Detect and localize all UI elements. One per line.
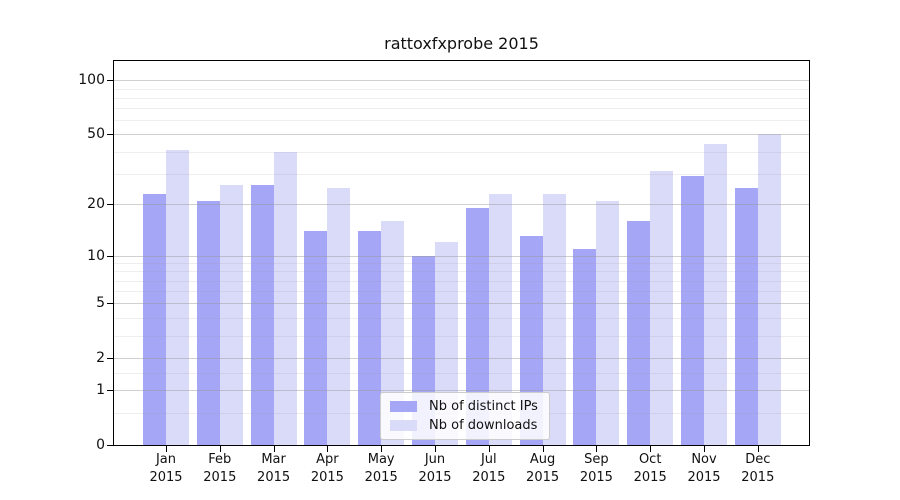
bar-oct-downloads [650,171,674,445]
bar-jul-ips [465,208,489,445]
gridline-minor [114,151,809,153]
x-tick-label-apr: Apr 2015 [310,452,344,485]
bar-mar-ips [250,184,274,445]
gridline-minor [114,120,809,122]
x-tick-label-feb: Feb 2015 [203,452,237,485]
gridline-major [114,134,809,136]
x-tick-mark [381,446,383,452]
x-tick-mark [704,446,705,452]
bar-mar-downloads [273,151,297,445]
gridline-major [114,204,809,206]
bar-jan-downloads [166,149,189,445]
y-tick-mark [107,134,113,136]
bar-feb-downloads [219,184,243,445]
gridline-minor [114,173,809,175]
x-tick-label-jan: Jan 2015 [149,452,183,485]
x-tick-label-dec: Dec 2015 [741,452,775,485]
x-tick-mark [273,446,275,452]
y-tick-mark [107,255,113,257]
y-tick-label: 1 [96,382,105,399]
bar-sep-downloads [596,200,620,445]
gridline-minor [114,97,809,99]
legend-label-distinct-ips: Nb of distinct IPs [429,399,538,414]
bar-aug-downloads [542,193,566,445]
y-tick-mark [107,390,113,392]
x-tick-label-oct: Oct 2015 [633,452,667,485]
y-tick-mark [107,358,113,360]
x-tick-mark [327,446,329,452]
y-tick-label: 2 [96,350,105,367]
x-tick-mark [435,446,436,452]
x-tick-mark [542,446,544,452]
y-tick-label: 20 [87,196,105,213]
x-tick-mark [650,446,652,452]
legend: Nb of distinct IPs Nb of downloads [380,392,550,440]
gridline-major [114,255,809,257]
bar-apr-downloads [327,187,351,445]
bar-oct-ips [627,221,651,445]
gridline-major [114,358,809,360]
gridline-major [114,390,809,392]
bar-sep-ips [573,248,597,445]
x-tick-label-sep: Sep 2015 [579,452,613,485]
bar-dec-ips [734,187,758,445]
legend-entry-distinct-ips: Nb of distinct IPs [390,399,538,414]
x-tick-label-aug: Aug 2015 [526,452,560,485]
bar-nov-ips [681,176,704,445]
gridline-minor [114,372,809,374]
x-tick-label-mar: Mar 2015 [257,452,291,485]
x-tick-mark [596,446,598,452]
y-tick-mark [107,445,113,446]
gridline-minor [114,263,809,265]
x-tick-label-jun: Jun 2015 [418,452,452,485]
y-tick-mark [107,80,113,82]
plot-area [113,60,810,446]
y-tick-label: 0 [96,437,105,453]
x-tick-label-nov: Nov 2015 [687,452,721,485]
bar-nov-downloads [704,144,727,445]
gridline-minor [114,271,809,273]
x-tick-label-jul: Jul 2015 [472,452,506,485]
gridline-minor [114,317,809,319]
legend-swatch-distinct-ips [390,401,417,412]
legend-swatch-downloads [390,420,417,431]
bar-dec-downloads [757,134,781,445]
bar-may-ips [358,231,382,445]
gridline-minor [114,88,809,90]
legend-entry-downloads: Nb of downloads [390,418,538,433]
bar-jul-downloads [488,193,512,445]
gridline-minor [114,280,809,282]
legend-label-downloads: Nb of downloads [429,418,538,433]
y-tick-label: 50 [87,126,105,143]
bar-feb-ips [196,200,220,445]
bar-may-downloads [381,221,405,445]
y-tick-label: 100 [78,72,105,89]
gridline-minor [114,108,809,110]
x-tick-mark [757,446,759,452]
gridline-minor [114,291,809,293]
x-tick-mark [488,446,490,452]
y-tick-label: 10 [87,247,105,264]
y-tick-mark [107,303,113,305]
x-tick-label-may: May 2015 [364,452,398,485]
chart-title: rattoxfxprobe 2015 [384,34,539,53]
gridline-major [114,80,809,82]
bar-apr-ips [304,231,328,445]
y-tick-mark [107,204,113,206]
x-tick-mark [166,446,167,452]
bar-jan-ips [143,193,166,445]
gridline-major [114,303,809,305]
y-tick-label: 5 [96,295,105,312]
gridline-minor [114,335,809,337]
x-tick-mark [219,446,221,452]
